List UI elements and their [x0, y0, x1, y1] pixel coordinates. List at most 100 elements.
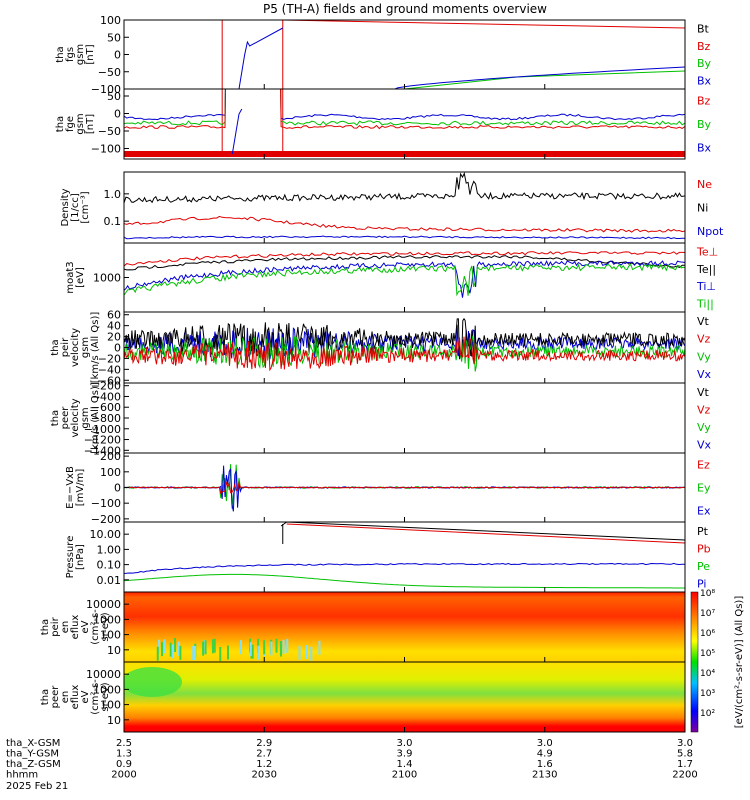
y-tick-label: 1.00: [97, 543, 122, 556]
legend-Bx: Bx: [697, 74, 712, 87]
y-tick-label: 1000: [93, 272, 121, 285]
spectrogram-ion: [156, 646, 159, 661]
ex-trace: [124, 465, 685, 512]
y-axis-label: [eV]: [75, 267, 86, 288]
y-tick-label: −100: [91, 143, 121, 156]
y-axis-label: tha: [40, 619, 51, 635]
axis-value: 0.9: [116, 759, 132, 770]
y-tick-label: 0: [114, 342, 121, 355]
spectrogram-ion: [275, 638, 278, 653]
axis-value: 2.9: [256, 738, 272, 749]
panel-1: 100 50 0 −50 −100 tha fgs gsm [nT] Bt Bz By Bx: [55, 14, 712, 96]
panel-7-traces: [124, 464, 685, 512]
y-tick-label: 100: [100, 14, 121, 27]
bx-trace: [238, 27, 284, 89]
panel-5-traces: [124, 317, 685, 372]
plot-title: P5 (TH-A) fields and ground moments over…: [263, 2, 547, 16]
legend-Pt: Pt: [697, 525, 709, 538]
time-axis: tha_X-GSM 2.5 2.9 3.0 3.0 3.0 tha_Y-GSM 1.3 2.7 3…: [6, 738, 698, 792]
panel-frame: [123, 88, 686, 160]
spectrogram-ion: [251, 644, 254, 659]
panel-2-traces: [124, 89, 685, 157]
ne-trace: [124, 215, 685, 233]
y-tick-label: −50: [98, 125, 121, 138]
y-tick-label: 0.01: [97, 574, 122, 587]
y-axis-label: fgs: [65, 47, 76, 62]
y-tick-label: 50: [107, 31, 121, 44]
axis-value: 5.8: [677, 749, 693, 760]
colorbar-tick-label: 10²: [700, 709, 715, 719]
spectrogram-ion: [169, 642, 172, 657]
y-tick-label: 10000: [86, 668, 121, 681]
spectrogram-ion: [163, 639, 166, 654]
vz-trace: [124, 336, 685, 372]
bx-trace: [231, 108, 243, 155]
axis-row-label: hhmm: [6, 770, 38, 781]
colorbar-tick-label: 10⁷: [700, 609, 715, 619]
y-tick-label: −50: [98, 66, 121, 79]
bz-trace: [124, 89, 685, 130]
axis-value: 2.5: [116, 738, 132, 749]
spectrogram-ion: [286, 638, 289, 653]
y-axis-label: moat3: [65, 261, 76, 293]
vt-trace: [124, 317, 685, 362]
y-axis-label: gsm: [80, 407, 91, 428]
panel-frame: [123, 382, 686, 454]
y-axis-label: velocity: [70, 398, 81, 437]
legend-Vx: Vx: [697, 438, 712, 451]
legend-Vz: Vz: [697, 403, 711, 416]
legend-Vz: Vz: [697, 333, 711, 346]
spectrogram-ion: [257, 645, 260, 660]
y-tick-label: 0.10: [97, 559, 122, 572]
panel-1-traces: [221, 20, 685, 89]
bx-trace: [124, 89, 685, 121]
spectrogram-ion: [318, 640, 321, 655]
y-tick-label: 200: [100, 450, 121, 463]
y-tick-label: −800: [91, 412, 121, 425]
y-tick-label: −200: [91, 513, 121, 526]
panel-3-traces: [124, 172, 685, 240]
spectrogram-ion: [213, 638, 216, 653]
panel-8: 10.00 1.00 0.10 0.01 Pressure [nPa] Pt Pb Pe Pi: [65, 521, 711, 593]
panel-9: 10000 1000 100 10 tha peir en eflux eV (cm²-s-sr-…: [40, 591, 686, 663]
panel-3: 1.0 0.1 Density [1/cc] [cm⁻³] Ne Ni Npot: [60, 171, 724, 244]
y-axis-label: eflux: [70, 615, 81, 640]
pt-trace: [280, 522, 685, 541]
ez-trace: [124, 480, 685, 495]
y-axis-label: gsm: [75, 113, 86, 134]
by-trace: [124, 89, 685, 126]
spectrogram-ion: [298, 645, 301, 660]
spectrogram-ion: [161, 642, 164, 657]
y-axis-label: Pressure: [65, 536, 76, 579]
y-tick-label: 100: [100, 699, 121, 712]
y-axis-label: peer: [60, 406, 71, 430]
y-axis-label: [mV/m]: [75, 469, 86, 507]
y-axis-label: gsm: [75, 44, 86, 65]
axis-value: 2030: [252, 770, 277, 781]
y-tick-label: 0: [114, 482, 121, 495]
axis-value: 2.7: [256, 749, 272, 760]
spectrogram-ion: [124, 592, 685, 662]
spectrogram-ion: [305, 644, 308, 659]
y-tick-label: 40: [107, 320, 121, 333]
ti-perp-trace: [124, 259, 685, 298]
pe-trace: [124, 573, 685, 589]
y-tick-label: −20: [98, 352, 121, 365]
panel-7: 200 100 0 −100 −200 E=−VxB [mV/m] Ez Ey Ex: [65, 450, 711, 526]
y-axis-label: sr-eV): [100, 682, 111, 711]
spectrogram-ion: [263, 640, 266, 655]
y-tick-label: −1200: [84, 434, 121, 447]
legend-Vt: Vt: [697, 386, 710, 399]
colorbar-tick-label: 10⁵: [700, 649, 715, 659]
y-tick-label: −1000: [84, 423, 121, 436]
y-axis-label: Density: [60, 188, 71, 226]
y-axis-label: tha: [50, 410, 61, 426]
legend-Npot: Npot: [697, 225, 724, 238]
spectrogram-ion: [226, 645, 229, 660]
pb-trace: [286, 523, 685, 544]
colorbar-tick-label: 10⁸: [700, 589, 715, 599]
colorbar-tick-label: 10⁴: [700, 669, 715, 679]
axis-value: 2000: [111, 770, 136, 781]
y-tick-label: 10000: [86, 598, 121, 611]
